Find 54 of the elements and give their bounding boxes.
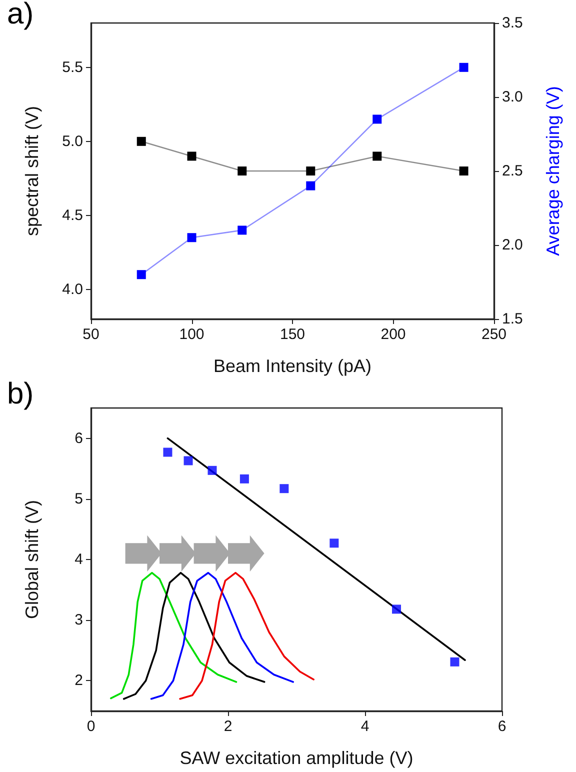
y2-tick-label: 1.5 bbox=[502, 310, 523, 328]
y-axis-title: Global shift (V) bbox=[22, 500, 42, 620]
y-tick-label: 5.5 bbox=[62, 58, 83, 76]
y2-tick-label: 3.5 bbox=[502, 14, 523, 32]
point bbox=[238, 166, 247, 176]
y-tick-label: 2 bbox=[74, 672, 83, 690]
y2-tick-label: 2.5 bbox=[502, 162, 523, 180]
y-tick-label: 4 bbox=[74, 551, 83, 568]
line-series bbox=[150, 572, 294, 700]
point bbox=[136, 136, 146, 146]
point bbox=[280, 484, 289, 494]
line-series bbox=[110, 572, 238, 700]
point bbox=[459, 166, 468, 176]
y-axis-title: spectral shift (V) bbox=[22, 106, 42, 236]
point bbox=[306, 181, 316, 190]
y2-tick-label: 2.0 bbox=[502, 236, 523, 254]
point bbox=[372, 114, 382, 124]
x-axis-title: Beam Intensity (pA) bbox=[213, 356, 372, 376]
point bbox=[187, 233, 196, 242]
point bbox=[330, 538, 339, 548]
x-tick-label: 200 bbox=[380, 326, 406, 343]
point bbox=[187, 152, 196, 161]
chart-title: a) bbox=[7, 0, 34, 30]
y-tick-label: 4.5 bbox=[62, 206, 83, 224]
y-tick-label: 5 bbox=[74, 490, 83, 508]
x-tick-label: 0 bbox=[86, 718, 96, 735]
point bbox=[208, 466, 217, 475]
y2-axis-title: Average charging (V) bbox=[543, 86, 563, 256]
x-tick-label: 250 bbox=[481, 326, 507, 343]
point bbox=[459, 62, 468, 72]
point bbox=[136, 270, 146, 280]
x-tick-label: 6 bbox=[498, 718, 506, 735]
point bbox=[392, 604, 402, 614]
x-tick-label: 4 bbox=[360, 718, 370, 735]
line-series bbox=[122, 572, 266, 700]
point bbox=[450, 657, 460, 666]
point bbox=[306, 166, 316, 176]
y-tick-label: 6 bbox=[74, 430, 83, 447]
y-tick-label: 3 bbox=[74, 612, 83, 629]
x-tick-label: 2 bbox=[224, 718, 232, 735]
chart-title: b) bbox=[7, 378, 34, 410]
x-tick-label: 100 bbox=[179, 326, 204, 343]
line-series bbox=[179, 572, 315, 700]
point bbox=[163, 448, 172, 457]
y-tick-label: 4.0 bbox=[62, 280, 83, 298]
y-tick-label: 5.0 bbox=[62, 132, 83, 150]
x-axis-title: SAW excitation amplitude (V) bbox=[180, 748, 414, 768]
y2-tick-label: 3.0 bbox=[502, 88, 523, 106]
point bbox=[238, 226, 247, 235]
x-tick-label: 150 bbox=[280, 326, 306, 343]
point bbox=[184, 456, 193, 466]
x-tick-label: 50 bbox=[82, 326, 100, 343]
point bbox=[372, 152, 382, 161]
point bbox=[240, 474, 249, 484]
